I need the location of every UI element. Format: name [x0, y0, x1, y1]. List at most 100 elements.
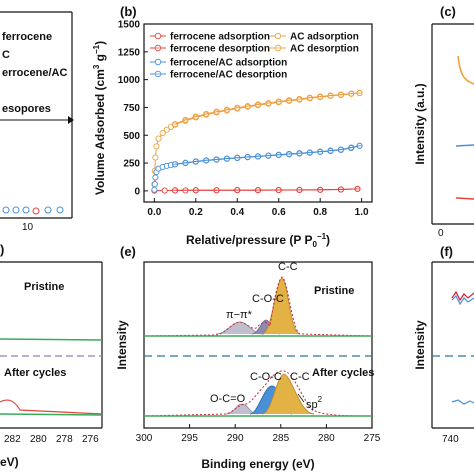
panel-b-legend-marker [154, 32, 162, 40]
panel-b-xtick-label: 0.2 [189, 207, 203, 218]
panel-b-point [275, 186, 282, 194]
panel-e-text-top: Pristine [314, 285, 354, 297]
panel-c-label: (c) [440, 4, 456, 19]
panel-b-point [337, 91, 344, 98]
panel-b-point [296, 95, 303, 103]
panel-b-point [265, 152, 272, 159]
panel-b: (b) 0.0 0.2 0.4 0.6 0.8 1.0 0 250 500 750 1000 1250… [92, 4, 373, 249]
panel-b-point [337, 186, 344, 193]
panel-b-point [286, 97, 293, 104]
panel-b-point [317, 186, 324, 193]
panel-f-curve-bottom [451, 399, 474, 405]
panel-e-annot-top-0: π−π* [226, 309, 253, 321]
panel-a-marker [44, 206, 52, 214]
panel-b-point [234, 187, 241, 194]
panel-b-point [182, 159, 189, 166]
panel-b-xlabel: Relative/pressure (P P0−1) [186, 232, 330, 249]
panel-b-point [337, 146, 344, 153]
panel-b-ytick-label: 500 [123, 131, 140, 142]
panel-b-legend-item: ferrocene adsorption [150, 32, 270, 43]
panel-e-annot-bottom-1: C-O-C [250, 371, 282, 383]
panel-b-legend-item: ferrocene/AC adsorption [150, 58, 287, 69]
panel-a-marker [22, 206, 30, 214]
panel-b-point [234, 104, 241, 111]
panel-d-xlabel: eV) [0, 455, 19, 469]
panel-e-top-peak-cc [261, 277, 301, 335]
panel-b-ytick-label: 1250 [118, 47, 141, 58]
panel-b-xtick-label: 0.0 [147, 207, 161, 218]
panel-b-point [254, 153, 262, 160]
panel-d-tick-0: 282 [4, 434, 21, 445]
panel-b-point [172, 187, 179, 194]
panel-b-ytick-label: 1000 [118, 75, 141, 86]
panel-b-point [234, 154, 241, 161]
panel-d-label: ) [0, 242, 4, 257]
panel-a-legend-0: ferrocene [2, 31, 52, 43]
panel-a-legend-1: C [2, 49, 10, 61]
panel-c: (c) Intensity (a.u.) 0 [413, 4, 474, 239]
panel-e-xtick-label: 285 [272, 433, 289, 444]
panel-e-xtick-label: 275 [364, 433, 381, 444]
panel-e-ticks: 300 295 290 285 280 275 [136, 424, 381, 444]
panel-d-text-bottom: After cycles [4, 367, 66, 379]
panel-c-curve-ferrocene [455, 197, 474, 200]
panel-b-xtick-label: 0.8 [313, 207, 327, 218]
panel-f: (f) Intensity 740 [413, 244, 474, 445]
panel-e-sp2-pointer [297, 393, 305, 403]
panel-d-tick-3: 276 [82, 434, 99, 445]
panel-b-point [275, 98, 282, 105]
panel-b-point [172, 121, 179, 128]
panel-e: (e) 300 295 290 285 280 275 Intensity Binding… [115, 244, 381, 471]
panel-b-point [223, 106, 230, 113]
panel-b-point [203, 110, 210, 117]
panel-b-point [306, 94, 313, 101]
panel-b-point [254, 187, 262, 194]
panel-b-legend-label: ferrocene desorption [170, 44, 270, 55]
panel-b-point [348, 144, 355, 151]
panel-e-xtick-label: 295 [181, 433, 198, 444]
panel-c-tick-x: 0 [438, 228, 444, 239]
panel-b-ytick-label: 750 [123, 103, 140, 114]
panel-f-curve-top-red [451, 290, 474, 302]
panel-b-legend-label: AC adsorption [290, 32, 359, 43]
panel-b-point [244, 153, 251, 160]
panel-c-curve-ferrocene-ac [455, 144, 474, 147]
panel-a-marker [2, 206, 10, 214]
panel-d-baseline-bottom [0, 413, 103, 416]
panel-b-point [153, 143, 160, 150]
panel-b-point [265, 99, 272, 107]
panel-b-ytick-label: 1500 [118, 20, 141, 31]
panel-c-curve-ac [457, 55, 474, 85]
panel-b-legend-marker [154, 58, 162, 66]
panel-b-legend-label: ferrocene/AC desorption [170, 70, 287, 81]
panel-e-xtick-label: 300 [136, 433, 153, 444]
panel-b-point [317, 93, 324, 100]
panel-b-xtick-label: 1.0 [355, 207, 369, 218]
panel-b-point [286, 150, 293, 157]
panel-a-markers [2, 206, 64, 215]
panel-d-baseline-top [0, 338, 103, 341]
panel-e-xlabel: Binding energy (eV) [201, 457, 314, 471]
panel-b-point [192, 158, 199, 165]
panel-b-legend-label: ferrocene adsorption [170, 32, 270, 43]
panel-b-point [356, 89, 363, 97]
panel-e-top-envelope [143, 276, 373, 337]
panel-b-point [223, 155, 230, 162]
panel-b-series-5 [172, 142, 363, 168]
panel-b-series-3 [172, 89, 363, 128]
panel-e-xtick-label: 280 [318, 433, 335, 444]
panel-f-ylabel: Intensity [413, 320, 427, 370]
panel-b-point [356, 142, 363, 149]
panel-e-annot-top-2: C-C [278, 261, 298, 273]
panel-a-marker [32, 207, 40, 215]
panel-b-label: (b) [120, 4, 137, 19]
panel-e-sp2-label: sp2 [306, 395, 323, 411]
panel-b-point [203, 157, 210, 164]
panel-b-point [192, 113, 199, 120]
panel-b-point [275, 151, 282, 158]
panel-b-series [151, 89, 363, 194]
panel-b-point [306, 149, 313, 156]
panel-b-legend-label: ferrocene/AC adsorption [170, 58, 287, 69]
panel-e-bottom-envelope [143, 370, 373, 417]
panel-e-annot-bottom-2: C-C [290, 371, 310, 383]
